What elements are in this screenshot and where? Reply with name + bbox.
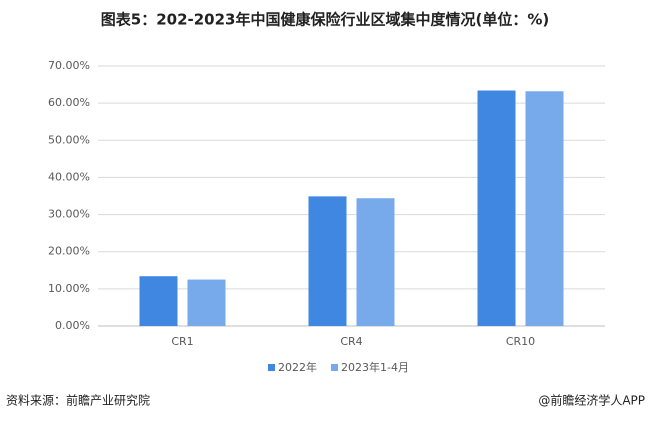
bar [187,279,226,326]
x-tick-label: CR1 [171,335,193,348]
bar [308,196,347,326]
legend-label: 2023年1-4月 [341,360,409,374]
x-tick-label: CR4 [340,335,362,348]
y-tick-label: 50.00% [48,133,90,146]
credit: @前瞻经济学人APP [538,393,645,408]
legend-swatch [331,364,338,371]
legend-label: 2022年 [278,360,317,374]
x-tick-label: CR10 [506,335,535,348]
legend-swatch [268,364,275,371]
source: 资料来源：前瞻产业研究院 [6,393,150,408]
y-tick-label: 60.00% [48,96,90,109]
y-tick-label: 10.00% [48,282,90,295]
bar [477,90,516,326]
y-tick-label: 0.00% [55,319,90,332]
y-tick-label: 30.00% [48,208,90,221]
bar [356,198,395,326]
y-tick-label: 70.00% [48,59,90,72]
bar [139,276,178,326]
chart-title: 图表5：202-2023年中国健康保险行业区域集中度情况(单位：%) [101,11,549,29]
bar [525,91,564,326]
y-tick-label: 20.00% [48,245,90,258]
y-tick-label: 40.00% [48,170,90,183]
